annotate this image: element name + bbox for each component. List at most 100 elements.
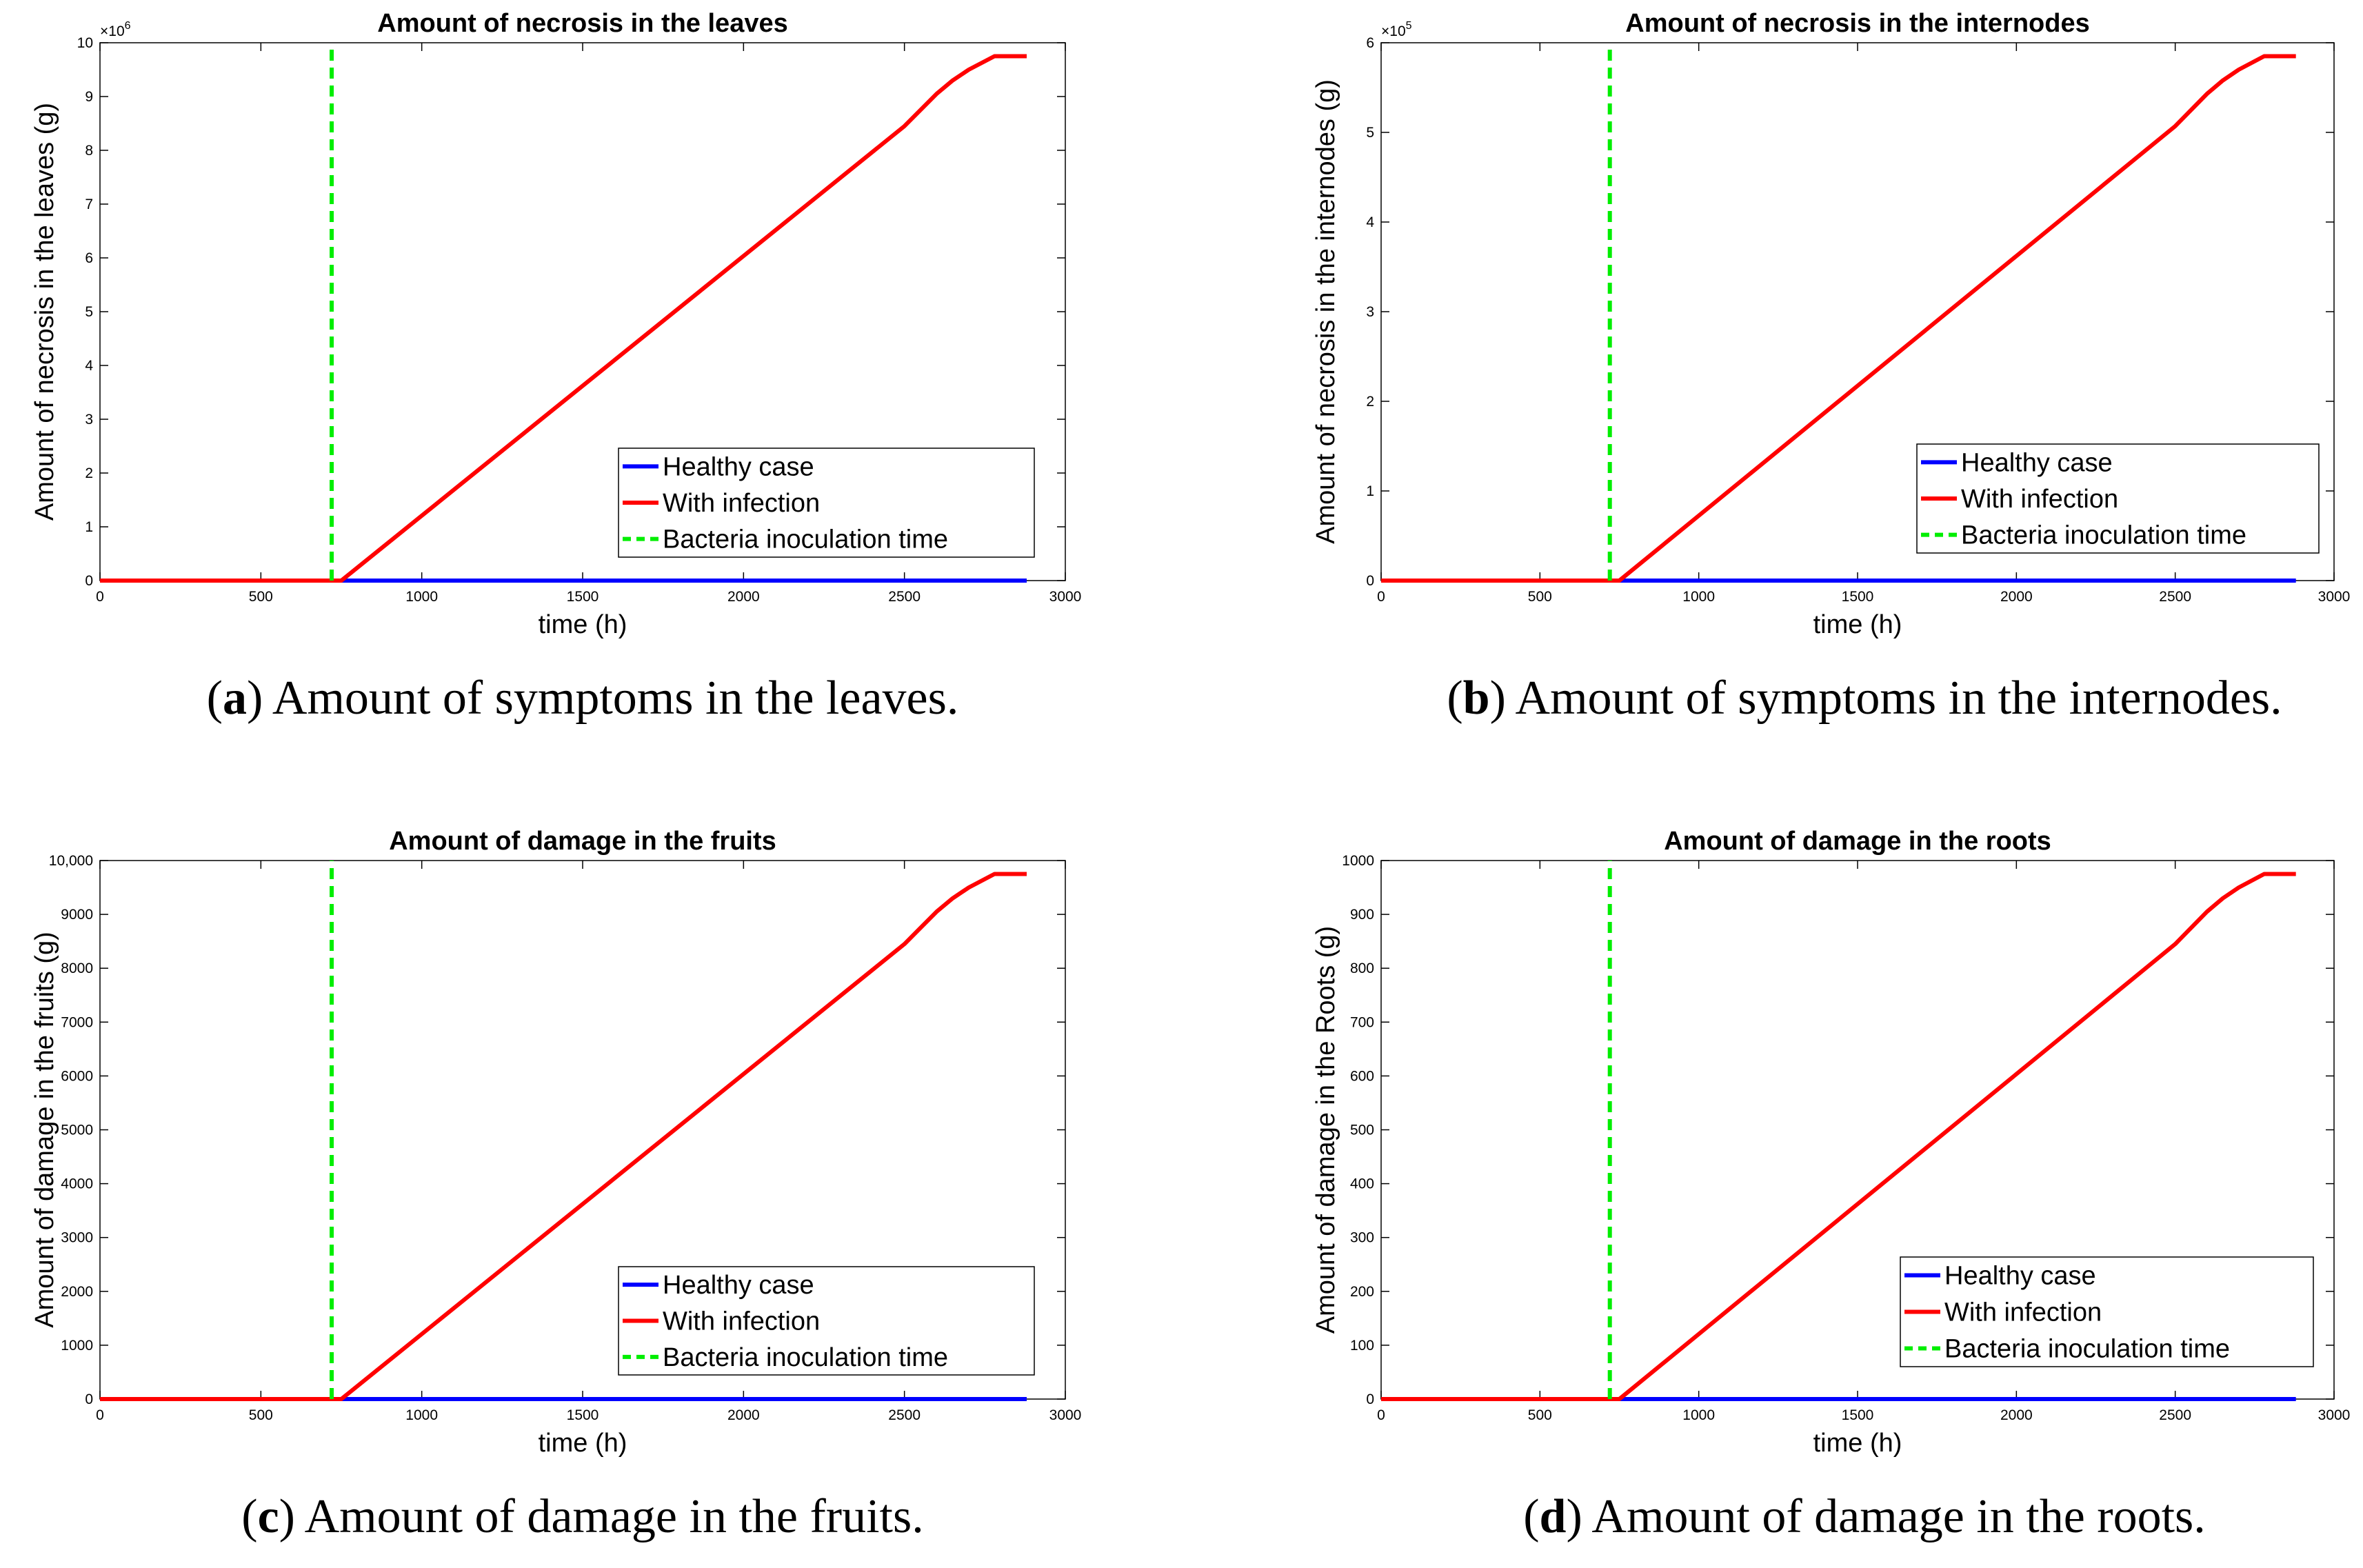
chart-title: Amount of damage in the roots bbox=[1664, 827, 2051, 856]
chart-title: Amount of damage in the fruits bbox=[389, 827, 776, 856]
legend: Healthy case With infection Bacteria inocu… bbox=[1900, 1256, 2314, 1367]
legend-entry: Healthy case bbox=[1944, 1262, 2096, 1291]
y-tick-label: 1 bbox=[1366, 483, 1374, 499]
series-line-infection bbox=[1381, 872, 2296, 1401]
x-tick-label: 1000 bbox=[405, 589, 438, 605]
y-tick-label: 9000 bbox=[61, 907, 93, 923]
chart-title: Amount of necrosis in the leaves bbox=[377, 9, 787, 38]
y-axis-label: Amount of damage in the Roots (g) bbox=[1311, 926, 1340, 1334]
x-tick-label: 1500 bbox=[567, 589, 599, 605]
y-tick-label: 600 bbox=[1350, 1068, 1374, 1084]
y-tick-label: 500 bbox=[1350, 1123, 1374, 1138]
y-tick-label: 3000 bbox=[61, 1230, 93, 1246]
exponent-power: 6 bbox=[125, 20, 131, 32]
y-tick-label: 5 bbox=[1366, 125, 1374, 141]
x-tick-label: 3000 bbox=[2318, 1407, 2351, 1423]
x-axis-label: time (h) bbox=[1813, 610, 1902, 639]
y-tick-label: 0 bbox=[1366, 573, 1374, 589]
y-tick-label: 4 bbox=[85, 358, 93, 374]
caption-paren-open: ( bbox=[1523, 1490, 1539, 1543]
x-tick-label: 1000 bbox=[1682, 589, 1715, 605]
x-tick-label: 2000 bbox=[727, 589, 760, 605]
exponent-power: 5 bbox=[1406, 20, 1412, 32]
y-exponent-label: ×106 bbox=[100, 20, 131, 39]
y-tick-label: 8 bbox=[85, 143, 93, 159]
y-tick-label: 1000 bbox=[61, 1338, 93, 1354]
legend-box bbox=[1900, 1256, 2314, 1367]
y-tick-label: 8000 bbox=[61, 961, 93, 976]
y-tick-label: 7 bbox=[85, 197, 93, 212]
y-tick-label: 10,000 bbox=[49, 853, 93, 869]
y-tick-label: 0 bbox=[1366, 1391, 1374, 1407]
x-tick-label: 2500 bbox=[888, 589, 921, 605]
caption-letter: b bbox=[1463, 672, 1490, 725]
y-tick-label: 1 bbox=[85, 519, 93, 535]
x-axis-label: time (h) bbox=[539, 610, 627, 639]
caption-letter: c bbox=[258, 1490, 279, 1543]
caption-paren-close: ) bbox=[1566, 1490, 1582, 1543]
legend-entry: Bacteria inoculation time bbox=[663, 525, 948, 554]
x-tick-label: 1000 bbox=[1682, 1407, 1715, 1423]
caption-text: Amount of damage in the roots. bbox=[1582, 1490, 2206, 1543]
y-tick-label: 400 bbox=[1350, 1176, 1374, 1192]
y-tick-label: 700 bbox=[1350, 1014, 1374, 1030]
x-tick-label: 3000 bbox=[1049, 1407, 1082, 1423]
y-tick-label: 9 bbox=[85, 89, 93, 105]
x-tick-label: 2000 bbox=[2000, 589, 2033, 605]
series-line-infection bbox=[100, 54, 1027, 583]
x-tick-label: 0 bbox=[1377, 1407, 1385, 1423]
x-tick-label: 500 bbox=[249, 589, 273, 605]
x-tick-label: 0 bbox=[96, 1407, 104, 1423]
y-axis-label: Amount of necrosis in the internodes (g) bbox=[1311, 79, 1340, 544]
legend-box bbox=[618, 448, 1035, 558]
y-tick-label: 3 bbox=[1366, 304, 1374, 320]
y-tick-label: 4 bbox=[1366, 214, 1374, 230]
x-tick-label: 2500 bbox=[2159, 1407, 2191, 1423]
y-tick-label: 10 bbox=[77, 35, 93, 51]
caption-paren-open: ( bbox=[207, 672, 223, 725]
y-tick-label: 6 bbox=[85, 250, 93, 266]
legend-entry: Bacteria inoculation time bbox=[1961, 521, 2246, 550]
exponent-base: ×10 bbox=[100, 23, 125, 39]
x-tick-label: 2500 bbox=[888, 1407, 921, 1423]
legend-box bbox=[618, 1266, 1035, 1376]
legend: Healthy case With infection Bacteria inocu… bbox=[618, 448, 1035, 558]
x-tick-label: 3000 bbox=[1049, 589, 1082, 605]
chart-title: Amount of necrosis in the internodes bbox=[1625, 9, 2090, 38]
x-tick-label: 2500 bbox=[2159, 589, 2191, 605]
caption-paren-close: ) bbox=[279, 1490, 295, 1543]
caption-text: Amount of symptoms in the internodes. bbox=[1506, 672, 2282, 725]
panel-caption: (a) Amount of symptoms in the leaves. bbox=[207, 672, 959, 725]
panel-caption: (c) Amount of damage in the fruits. bbox=[241, 1490, 923, 1543]
x-tick-label: 2000 bbox=[2000, 1407, 2033, 1423]
y-tick-label: 100 bbox=[1350, 1338, 1374, 1354]
x-tick-label: 1500 bbox=[1842, 1407, 1874, 1423]
legend-entry: Healthy case bbox=[1961, 448, 2113, 477]
y-axis-label: Amount of necrosis in the leaves (g) bbox=[30, 103, 59, 521]
y-tick-label: 900 bbox=[1350, 907, 1374, 923]
legend-entry: With infection bbox=[663, 1307, 820, 1336]
x-axis-label: time (h) bbox=[539, 1429, 627, 1458]
y-tick-label: 6 bbox=[1366, 35, 1374, 51]
x-tick-label: 500 bbox=[249, 1407, 273, 1423]
x-tick-label: 0 bbox=[1377, 589, 1385, 605]
x-tick-label: 2000 bbox=[727, 1407, 760, 1423]
legend-entry: Bacteria inoculation time bbox=[1944, 1335, 2230, 1364]
y-axis-label: Amount of damage in the fruits (g) bbox=[30, 932, 59, 1328]
x-tick-label: 1500 bbox=[1842, 589, 1874, 605]
caption-paren-close: ) bbox=[1490, 672, 1506, 725]
y-tick-label: 2000 bbox=[61, 1284, 93, 1300]
x-tick-label: 500 bbox=[1528, 589, 1552, 605]
caption-paren-open: ( bbox=[241, 1490, 257, 1543]
y-tick-label: 1000 bbox=[1342, 853, 1374, 869]
exponent-base: ×10 bbox=[1381, 23, 1406, 39]
y-tick-label: 2 bbox=[85, 465, 93, 481]
caption-letter: d bbox=[1540, 1490, 1567, 1543]
y-tick-label: 0 bbox=[85, 1391, 93, 1407]
y-tick-label: 200 bbox=[1350, 1284, 1374, 1300]
caption-paren-close: ) bbox=[247, 672, 263, 725]
y-tick-label: 5 bbox=[85, 304, 93, 320]
y-tick-label: 300 bbox=[1350, 1230, 1374, 1246]
caption-text: Amount of symptoms in the leaves. bbox=[263, 672, 958, 725]
